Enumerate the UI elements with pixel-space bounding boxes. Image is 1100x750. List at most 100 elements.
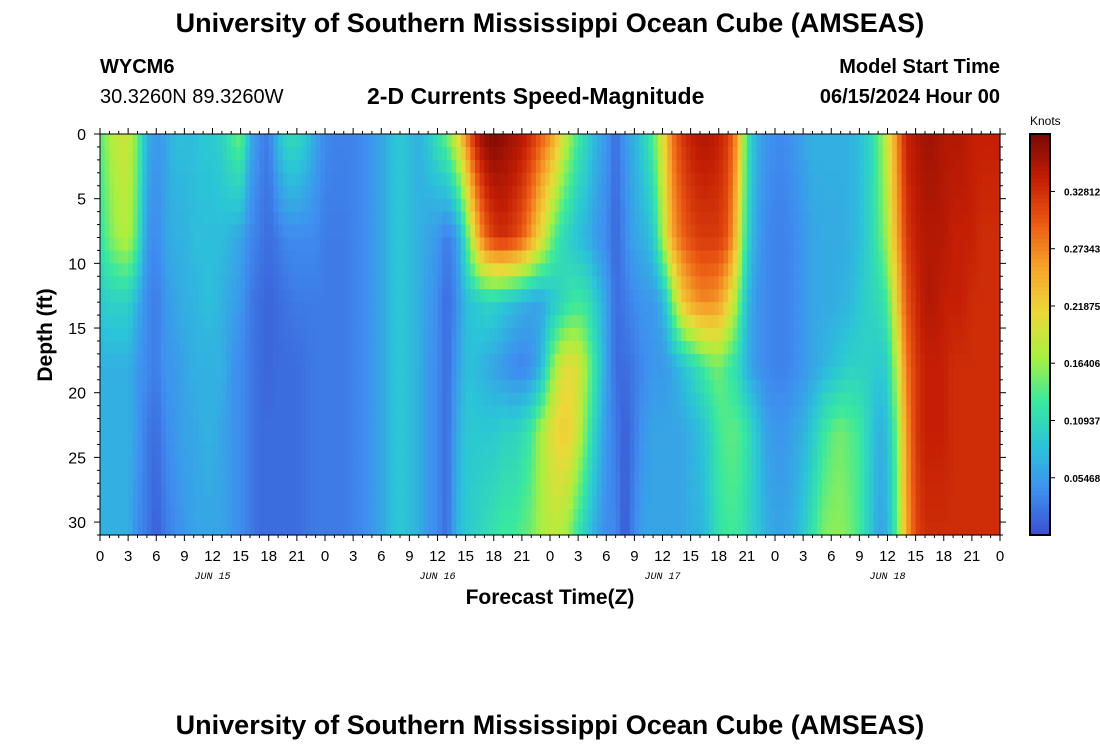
heatmap-cell <box>831 353 837 368</box>
heatmap-cell <box>371 379 378 394</box>
heatmap-cell <box>423 483 429 497</box>
heatmap-cell <box>826 172 832 187</box>
heatmap-cell <box>643 379 650 394</box>
heatmap-cell <box>165 496 171 510</box>
heatmap-cell <box>756 509 762 523</box>
heatmap-cell <box>723 263 729 277</box>
heatmap-cell <box>170 198 176 213</box>
heatmap-cell <box>512 134 518 148</box>
heatmap-cell <box>728 340 734 355</box>
heatmap-cell <box>742 172 748 187</box>
heatmap-cell <box>606 392 612 407</box>
heatmap-cell <box>493 315 500 329</box>
heatmap-cell <box>123 405 129 420</box>
heatmap-cell <box>648 496 654 510</box>
heatmap-cell <box>709 379 715 394</box>
heatmap-cell <box>296 522 303 536</box>
heatmap-cell <box>165 405 171 420</box>
heatmap-cell <box>807 496 814 510</box>
heatmap-cell <box>690 211 696 226</box>
heatmap-cell <box>109 263 115 277</box>
heatmap-cell <box>540 418 546 433</box>
heatmap-cell <box>146 444 153 458</box>
heatmap-cell <box>325 405 331 420</box>
heatmap-cell <box>339 483 345 497</box>
heatmap-cell <box>371 522 378 536</box>
heatmap-cell <box>100 146 106 161</box>
heatmap-cell <box>175 224 181 239</box>
heatmap-cell <box>667 289 673 303</box>
heatmap-cell <box>446 159 453 174</box>
heatmap-cell <box>409 146 415 161</box>
heatmap-cell <box>418 496 425 510</box>
heatmap-cell <box>831 392 837 407</box>
heatmap-cell <box>550 431 556 446</box>
heatmap-cell <box>596 211 603 226</box>
heatmap-cell <box>756 431 762 446</box>
heatmap-cell <box>306 146 312 161</box>
heatmap-cell <box>423 405 429 420</box>
heatmap-cell <box>198 250 204 264</box>
heatmap-cell <box>503 483 509 497</box>
heatmap-cell <box>779 431 785 446</box>
heatmap-cell <box>742 509 748 523</box>
heatmap-cell <box>156 509 162 523</box>
heatmap-cell <box>273 146 279 161</box>
heatmap-cell <box>606 379 612 394</box>
heatmap-cell <box>601 353 607 368</box>
heatmap-cell <box>240 444 246 458</box>
heatmap-cell <box>714 159 720 174</box>
heatmap-cell <box>259 328 265 342</box>
heatmap-cell <box>151 457 157 471</box>
heatmap-cell <box>714 263 720 277</box>
heatmap-cell <box>296 315 303 329</box>
heatmap-cell <box>826 250 832 264</box>
heatmap-cell <box>742 340 748 355</box>
heatmap-cell <box>756 276 762 290</box>
heatmap-cell <box>517 483 523 497</box>
heatmap-cell <box>268 172 275 187</box>
heatmap-cell <box>521 237 528 252</box>
heatmap-cell <box>700 483 706 497</box>
heatmap-cell <box>835 366 842 381</box>
heatmap-cell <box>371 211 378 226</box>
heatmap-cell <box>582 340 589 355</box>
heatmap-cell <box>282 340 289 355</box>
heatmap-cell <box>728 198 734 213</box>
heatmap-cell <box>625 198 631 213</box>
heatmap-cell <box>184 405 190 420</box>
heatmap-cell <box>250 237 256 252</box>
heatmap-cell <box>845 470 851 484</box>
heatmap-cell <box>132 146 139 161</box>
heatmap-cell <box>526 418 532 433</box>
heatmap-cell <box>104 146 110 161</box>
heatmap-cell <box>404 250 410 264</box>
heatmap-cell <box>728 444 734 458</box>
heatmap-cell <box>170 522 176 536</box>
heatmap-cell <box>348 185 354 200</box>
heatmap-cell <box>503 353 509 368</box>
heatmap-cell <box>306 250 312 264</box>
heatmap-cell <box>625 496 631 510</box>
heatmap-cell <box>287 328 293 342</box>
heatmap-cell <box>695 276 701 290</box>
heatmap-cell <box>568 379 575 394</box>
heatmap-cell <box>128 237 134 252</box>
heatmap-cell <box>170 366 176 381</box>
heatmap-cell <box>676 302 682 316</box>
heatmap-cell <box>325 159 331 174</box>
heatmap-cell <box>132 172 139 187</box>
heatmap-cell <box>123 379 129 394</box>
heatmap-cell <box>329 509 335 523</box>
heatmap-cell <box>104 185 110 200</box>
heatmap-cell <box>437 134 443 148</box>
heatmap-cell <box>189 146 195 161</box>
heatmap-cell <box>287 418 293 433</box>
heatmap-cell <box>779 172 785 187</box>
heatmap-cell <box>278 405 284 420</box>
heatmap-cell <box>184 379 190 394</box>
heatmap-cell <box>231 315 237 329</box>
heatmap-cell <box>615 237 621 252</box>
heatmap-cell <box>512 431 518 446</box>
heatmap-cell <box>446 509 453 523</box>
